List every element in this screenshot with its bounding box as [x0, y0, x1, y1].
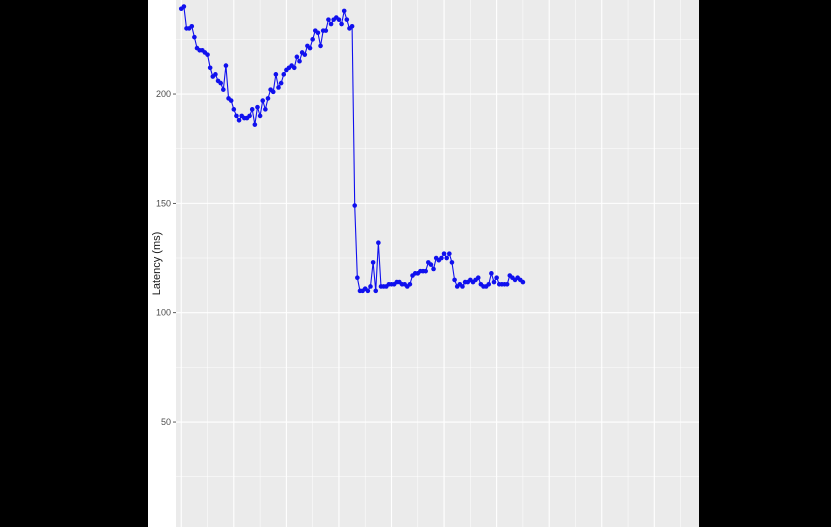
data-point: [370, 260, 376, 265]
data-point: [270, 89, 276, 95]
data-point: [491, 279, 497, 285]
data-point: [294, 54, 300, 60]
data-point: [278, 80, 284, 86]
data-point: [441, 251, 447, 256]
data-point: [234, 113, 239, 119]
data-point: [257, 113, 263, 119]
data-point: [352, 203, 358, 208]
data-point: [431, 266, 436, 272]
data-point: [247, 113, 252, 119]
data-point: [189, 23, 195, 29]
data-point: [255, 104, 260, 110]
data-point: [444, 255, 449, 261]
data-point: [297, 58, 302, 64]
data-point: [336, 17, 342, 22]
data-point: [252, 122, 258, 127]
data-point: [228, 98, 234, 103]
data-point: [310, 37, 315, 42]
y-axis: 50 100 150 200: [156, 89, 176, 427]
data-point: [236, 117, 242, 123]
plot-panel: [176, 0, 699, 527]
gridlines: [176, 0, 699, 527]
data-point: [273, 72, 279, 77]
data-point: [223, 63, 229, 68]
data-point: [318, 43, 323, 49]
y-tick-label: 100: [156, 308, 171, 318]
data-point: [494, 275, 499, 281]
data-point: [207, 65, 213, 71]
data-point: [315, 30, 321, 36]
data-point: [221, 87, 226, 92]
data-point: [376, 240, 381, 246]
data-point: [263, 107, 268, 112]
data-point: [265, 96, 271, 101]
data-point: [205, 52, 210, 57]
data-point: [213, 72, 218, 77]
data-point: [368, 284, 373, 289]
data-point: [428, 262, 434, 267]
data-point: [192, 34, 197, 40]
data-point: [373, 288, 379, 294]
data-point: [349, 23, 355, 29]
data-point: [341, 8, 347, 14]
data-point: [323, 28, 329, 33]
y-axis-title: Latency (ms): [151, 232, 163, 296]
data-point: [326, 17, 331, 22]
data-point: [276, 85, 281, 90]
y-tick-label: 50: [161, 417, 171, 427]
data-point: [452, 277, 457, 283]
data-point: [489, 271, 494, 276]
data-point: [218, 80, 223, 86]
data-point: [302, 52, 308, 57]
data-point: [344, 17, 350, 22]
data-point: [504, 281, 510, 287]
y-tick-label: 150: [156, 198, 171, 208]
data-point: [475, 275, 481, 281]
data-point: [365, 288, 371, 294]
data-series: [178, 4, 526, 294]
data-point: [520, 279, 526, 285]
data-point: [249, 107, 255, 112]
data-point: [339, 21, 344, 27]
data-point: [407, 281, 413, 287]
data-point: [460, 284, 465, 289]
data-point: [281, 72, 287, 77]
data-point: [355, 275, 360, 281]
data-point: [447, 251, 452, 256]
data-point: [181, 4, 187, 9]
data-point: [231, 107, 237, 112]
data-point: [307, 45, 313, 51]
data-point: [486, 281, 492, 287]
data-point: [260, 98, 266, 103]
data-point: [423, 268, 428, 274]
data-point: [439, 255, 444, 261]
data-point: [449, 260, 455, 265]
y-tick-label: 200: [156, 89, 171, 99]
data-point: [291, 65, 297, 71]
data-point: [328, 21, 334, 27]
